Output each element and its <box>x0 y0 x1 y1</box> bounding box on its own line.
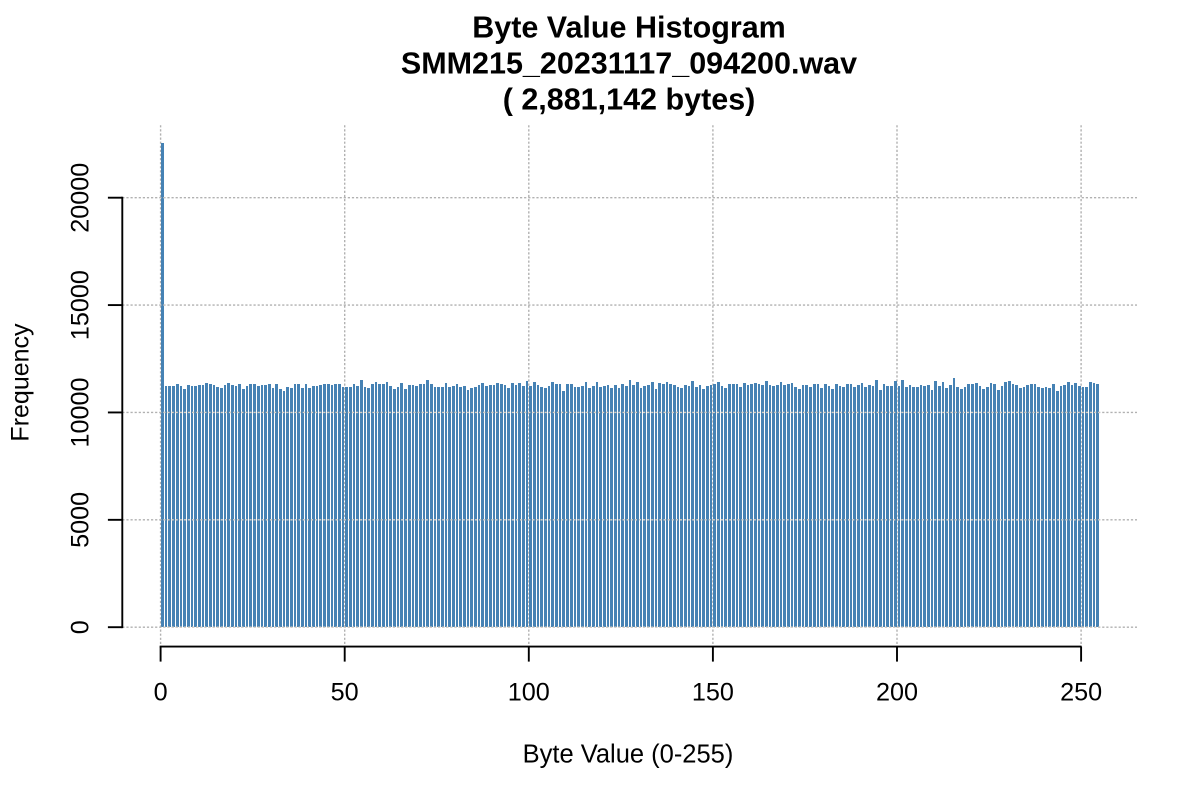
svg-text:150: 150 <box>692 679 734 707</box>
svg-text:250: 250 <box>1060 679 1102 707</box>
svg-text:SMM215_20231117_094200.wav: SMM215_20231117_094200.wav <box>401 47 857 81</box>
svg-text:Byte Value (0-255): Byte Value (0-255) <box>523 741 734 769</box>
svg-text:200: 200 <box>876 679 918 707</box>
svg-text:20000: 20000 <box>67 163 95 233</box>
svg-text:0: 0 <box>154 679 168 707</box>
svg-text:10000: 10000 <box>67 377 95 447</box>
svg-text:0: 0 <box>67 620 95 634</box>
svg-text:100: 100 <box>508 679 550 707</box>
svg-text:15000: 15000 <box>67 270 95 340</box>
svg-text:Frequency: Frequency <box>7 323 35 442</box>
svg-text:( 2,881,142 bytes): ( 2,881,142 bytes) <box>503 83 756 117</box>
svg-text:5000: 5000 <box>67 492 95 548</box>
svg-text:Byte Value Histogram: Byte Value Histogram <box>472 10 786 44</box>
svg-text:50: 50 <box>331 679 359 707</box>
